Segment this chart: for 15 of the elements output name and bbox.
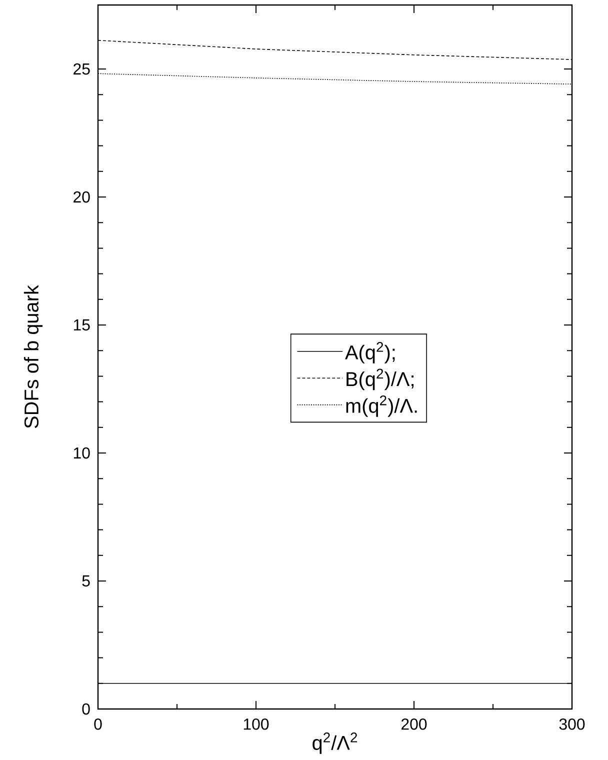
y-tick-label: 0 [82,703,90,715]
y-axis-title: SDFs of b quark [24,285,42,428]
legend-label: A(q$^{2}$); [345,342,395,364]
x-tick-label: 100 [244,718,269,730]
legend-label: B(q$^{2}$)/Λ; [346,368,414,390]
x-tick-label: 300 [559,718,585,730]
x-axis-title: q$^{2}$/Λ$^{2}$ [312,732,358,754]
legend-label: m(q$^{2}$)/Λ. [346,395,417,417]
y-tick-label: 10 [74,447,90,459]
y-tick-label: 15 [74,319,90,331]
y-tick-label: 5 [82,575,90,587]
x-tick-label: 0 [94,718,102,730]
y-tick-label: 25 [74,63,90,75]
x-tick-label: 200 [402,718,427,730]
y-tick-label: 20 [74,191,90,203]
